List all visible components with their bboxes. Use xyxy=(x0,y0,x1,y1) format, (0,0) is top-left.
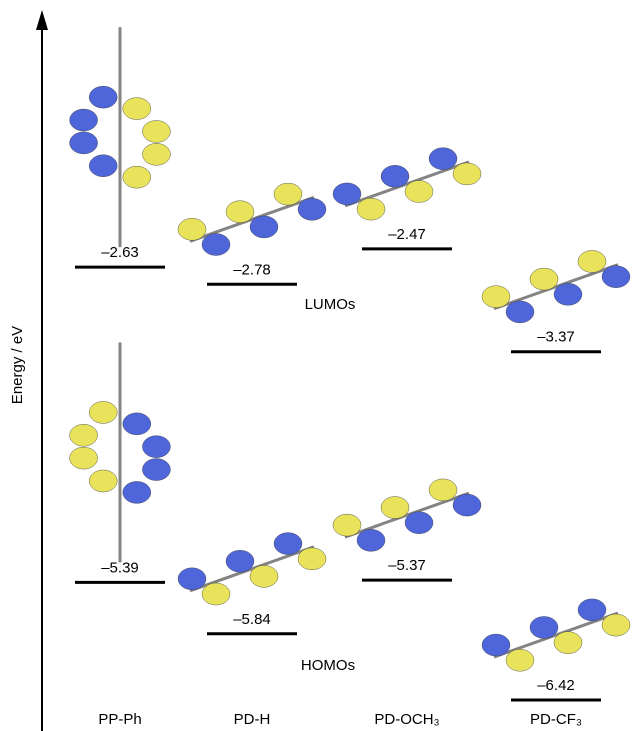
orbital-lobe xyxy=(405,512,433,534)
orbital-lobe xyxy=(333,183,361,205)
orbital-lobe xyxy=(482,634,510,656)
orbital xyxy=(482,250,630,322)
orbital-lobe xyxy=(226,550,254,572)
chart: Energy / eV LUMOs HOMOs PP-Ph PD-H PD-OCH₃… xyxy=(0,0,634,731)
orbital-lobe xyxy=(178,218,206,240)
orbital-lobe xyxy=(506,649,534,671)
value-label: –2.78 xyxy=(233,261,271,278)
orbital xyxy=(178,183,326,255)
orbital-lobe xyxy=(123,166,151,188)
series-label: LUMOs xyxy=(305,296,356,313)
orbital-lobe xyxy=(274,533,302,555)
orbital-lobe xyxy=(333,514,361,536)
orbital-lobe xyxy=(357,198,385,220)
orbital-lobe xyxy=(123,481,151,503)
bond xyxy=(190,547,314,591)
x-tick-label: PD-CF₃ xyxy=(530,711,582,728)
orbital-lobe xyxy=(530,616,558,638)
bond xyxy=(345,493,469,537)
orbital-lobe xyxy=(453,163,481,185)
orbital-lobe xyxy=(381,165,409,187)
orbital xyxy=(178,533,326,605)
orbital-lobe xyxy=(602,266,630,288)
orbital xyxy=(333,148,481,220)
orbital-lobe xyxy=(70,132,98,154)
orbital-lobe xyxy=(298,198,326,220)
bond xyxy=(190,197,314,241)
orbital xyxy=(333,479,481,551)
orbital-lobe xyxy=(226,201,254,223)
orbital-lobe xyxy=(70,447,98,469)
orbital-lobe xyxy=(357,529,385,551)
orbital-lobe xyxy=(89,155,117,177)
orbital-lobe xyxy=(429,479,457,501)
orbital xyxy=(482,599,630,671)
orbital-lobe xyxy=(142,459,170,481)
orbital-lobe xyxy=(429,148,457,170)
value-label: –2.47 xyxy=(388,226,426,243)
orbital-lobe xyxy=(178,568,206,590)
value-label: –3.37 xyxy=(537,329,575,346)
orbital-lobe xyxy=(554,632,582,654)
x-tick-label: PD-OCH₃ xyxy=(374,711,439,728)
orbital-lobe xyxy=(506,301,534,323)
orbital-lobe xyxy=(250,216,278,238)
orbital-lobe xyxy=(202,583,230,605)
orbital-lobe xyxy=(274,183,302,205)
orbital-lobe xyxy=(405,180,433,202)
orbital-lobe xyxy=(482,286,510,308)
value-label: –5.84 xyxy=(233,611,271,628)
bond xyxy=(494,613,618,657)
orbital-lobe xyxy=(70,109,98,131)
y-axis-label: Energy / eV xyxy=(9,326,26,404)
orbital-lobe xyxy=(381,497,409,519)
orbital-lobe xyxy=(123,98,151,120)
orbital-lobe xyxy=(530,268,558,290)
value-label: –5.37 xyxy=(388,557,426,574)
orbital-lobe xyxy=(578,599,606,621)
orbital xyxy=(70,342,171,562)
y-axis-arrow xyxy=(36,10,48,30)
orbital-lobe xyxy=(602,614,630,636)
orbital-lobe xyxy=(89,470,117,492)
orbital-lobe xyxy=(89,401,117,423)
orbital-lobe xyxy=(89,86,117,108)
orbital-lobe xyxy=(250,565,278,587)
orbital-lobe xyxy=(142,120,170,142)
bond xyxy=(494,265,618,309)
orbital-lobe xyxy=(123,413,151,435)
bond xyxy=(345,162,469,206)
orbital-lobe xyxy=(453,494,481,516)
series-label: HOMOs xyxy=(301,657,355,674)
orbital-lobe xyxy=(298,548,326,570)
orbital-lobe xyxy=(70,424,98,446)
orbital-lobe xyxy=(578,250,606,272)
orbital-lobe xyxy=(202,234,230,256)
orbital xyxy=(70,27,171,247)
x-tick-label: PP-Ph xyxy=(98,711,141,728)
x-tick-label: PD-H xyxy=(234,711,271,728)
orbital-lobe xyxy=(142,143,170,165)
orbital-lobe xyxy=(142,436,170,458)
orbital-lobe xyxy=(554,283,582,305)
value-label: –6.42 xyxy=(537,677,575,694)
